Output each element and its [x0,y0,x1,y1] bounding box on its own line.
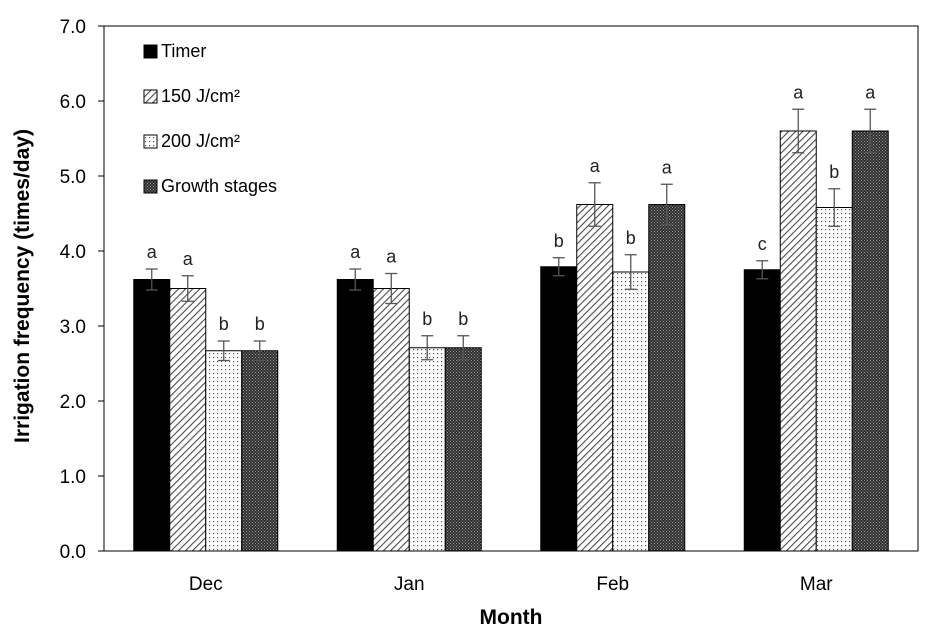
significance-label: a [865,82,876,102]
bars-group: a a b b a a b b b a b a c a b a [133,82,889,552]
significance-label: a [350,242,361,262]
significance-label: b [554,231,564,251]
legend-label: 200 J/cm² [161,131,240,151]
y-tick-label: 6.0 [60,92,86,113]
bar [851,130,889,552]
y-tick-label: 5.0 [60,167,86,188]
bar [205,350,243,552]
bar [779,130,817,552]
bar [576,204,614,552]
significance-label: b [255,314,265,334]
legend-swatch [143,179,158,194]
significance-label: c [758,234,767,254]
legend-swatch [143,89,158,104]
legend-label: Growth stages [161,176,277,196]
y-axis-title: Irrigation frequency (times/day) [11,129,34,443]
significance-label: b [422,309,432,329]
legend-swatch [143,134,158,149]
bar [444,347,482,552]
bar [241,350,279,552]
bar [133,279,171,552]
significance-label: a [183,249,194,269]
y-tick-label: 3.0 [60,317,86,338]
significance-label: b [458,309,468,329]
plot-area [103,25,919,552]
bar [408,347,446,552]
x-tick-label: Mar [800,574,833,595]
legend-label: Timer [161,41,206,61]
y-tick-label: 7.0 [60,17,86,38]
significance-label: a [590,156,601,176]
significance-label: a [147,242,158,262]
legend-label: 150 J/cm² [161,86,240,106]
bar [540,266,578,552]
significance-label: b [829,162,839,182]
y-tick-label: 4.0 [60,242,86,263]
x-tick-label: Jan [394,574,425,595]
x-tick-label: Feb [596,574,629,595]
x-tick-label: Dec [189,574,223,595]
y-tick-label: 1.0 [60,467,86,488]
significance-label: a [793,82,804,102]
x-axis: Dec Jan Feb Mar [189,574,833,595]
bar [169,288,207,552]
bar [815,207,853,552]
significance-label: b [219,314,229,334]
plot-frame [103,25,919,552]
legend: Timer 150 J/cm² 200 J/cm² Growth stages [143,41,277,196]
significance-label: b [626,228,636,248]
bar [743,269,781,552]
significance-label: a [662,157,673,177]
bar [372,288,410,552]
y-tick-label: 2.0 [60,392,86,413]
bar [648,204,686,552]
significance-label: a [386,247,397,267]
legend-swatch [143,44,158,59]
bar [612,271,650,552]
bar [336,279,374,552]
y-axis: 0.0 1.0 2.0 3.0 4.0 5.0 6.0 7.0 [60,17,104,563]
y-tick-label: 0.0 [60,542,86,563]
x-axis-title: Month [480,606,543,629]
